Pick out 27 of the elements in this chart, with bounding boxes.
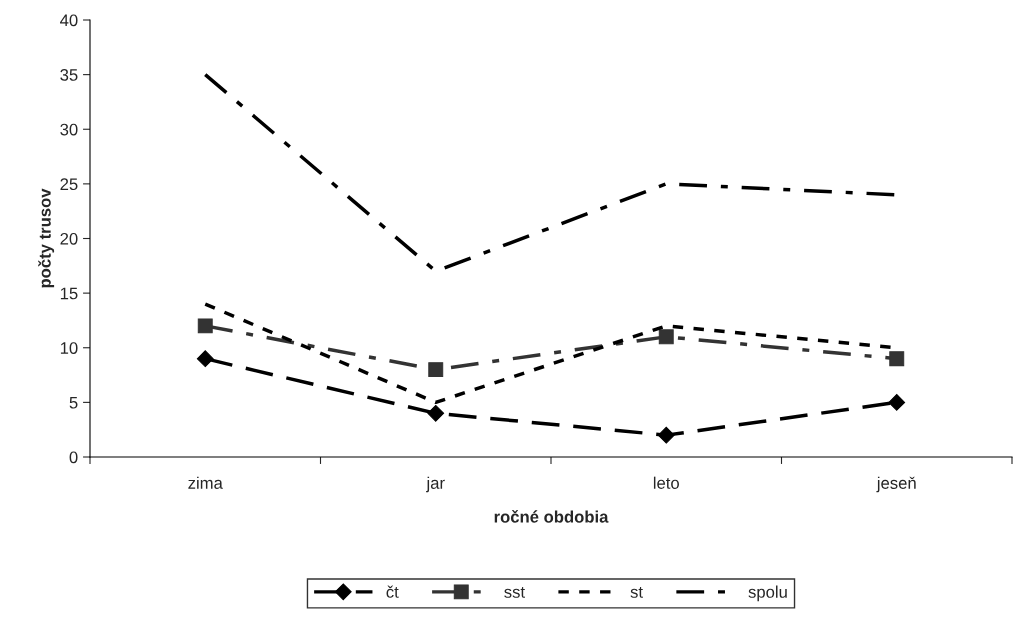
point: [197, 318, 213, 334]
point: [657, 426, 675, 444]
x-tick-label: leto: [653, 476, 679, 489]
y-tick-label: 40: [60, 14, 78, 27]
point: [196, 350, 214, 368]
y-tick-label: 0: [69, 451, 78, 464]
x-tick-label: zima: [188, 476, 223, 489]
x-tick-label: jeseň: [876, 476, 916, 493]
point: [889, 351, 905, 367]
legend-label: spolu: [748, 585, 787, 602]
point: [888, 394, 906, 411]
point: [427, 404, 445, 422]
point: [658, 329, 674, 345]
y-tick-label: 10: [60, 342, 78, 354]
y-tick-label: 35: [60, 69, 78, 81]
x-tick-label: jar: [426, 476, 445, 493]
y-tick-label: 5: [69, 396, 78, 409]
legend-label: čt: [386, 585, 399, 598]
y-tick-label: 15: [60, 287, 78, 300]
point: [428, 362, 444, 378]
legend-label: st: [630, 586, 643, 598]
y-tick-label: 20: [60, 232, 78, 245]
y-tick-label: 25: [60, 178, 78, 191]
legend-label: sst: [504, 586, 525, 598]
y-tick-label: 30: [60, 123, 78, 136]
x-axis-title: ročné obdobia: [494, 510, 609, 523]
y-axis-title: počty trusov: [38, 188, 55, 288]
